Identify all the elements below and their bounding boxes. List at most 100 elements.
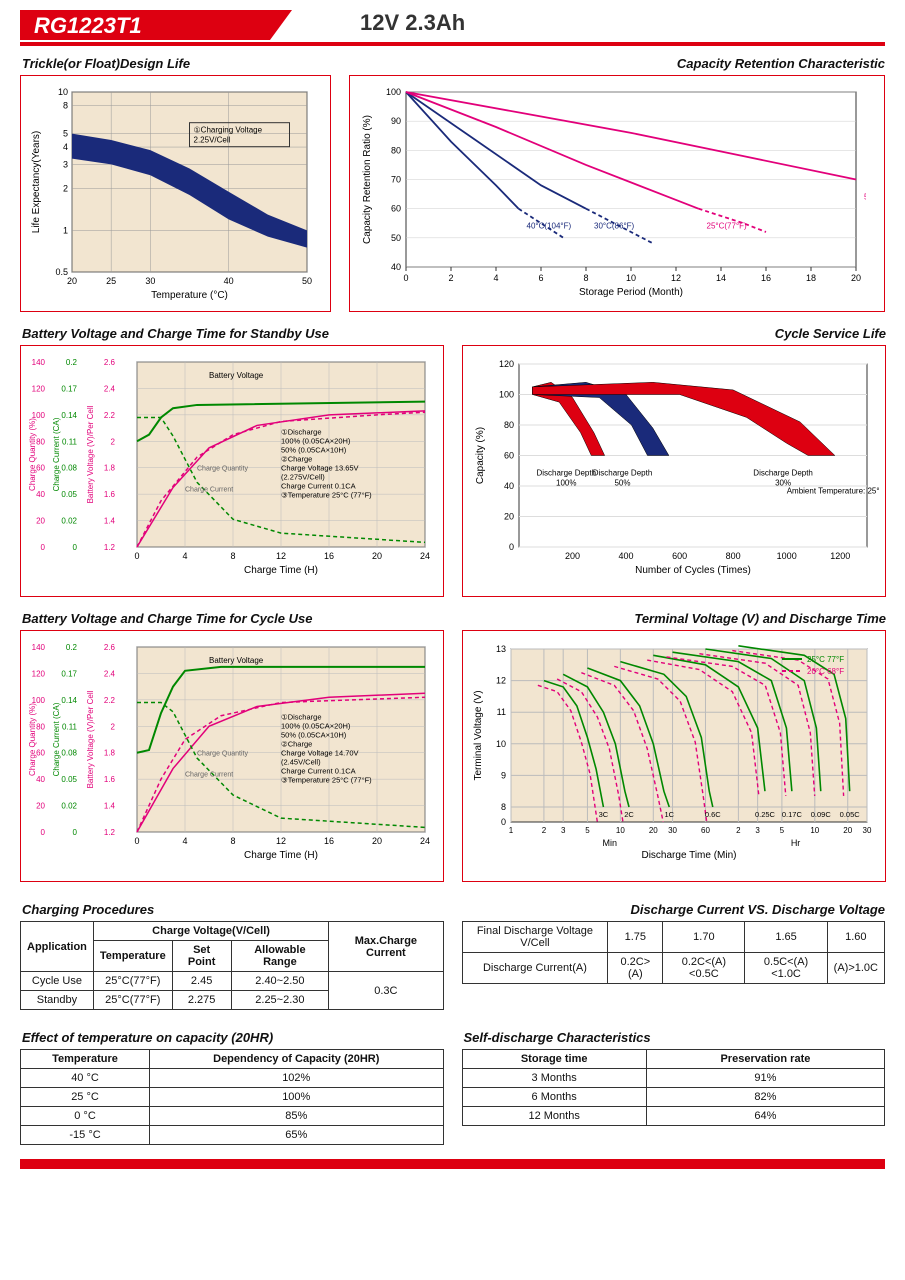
- svg-text:400: 400: [619, 551, 634, 561]
- svg-text:30: 30: [863, 826, 872, 835]
- svg-text:20: 20: [649, 826, 658, 835]
- svg-text:12: 12: [276, 836, 286, 846]
- svg-text:70: 70: [391, 175, 401, 185]
- svg-text:Charge Voltage 13.65V: Charge Voltage 13.65V: [281, 464, 359, 473]
- svg-text:30: 30: [668, 826, 677, 835]
- svg-text:1.8: 1.8: [104, 749, 116, 758]
- svg-text:50: 50: [391, 233, 401, 243]
- svg-text:25°C(77°F): 25°C(77°F): [707, 222, 748, 231]
- svg-text:Ambient Temperature: 25°C (77°: Ambient Temperature: 25°C (77°F): [787, 487, 879, 496]
- svg-text:Discharge Depth: Discharge Depth: [753, 469, 813, 478]
- svg-text:Battery Voltage: Battery Voltage: [209, 656, 264, 665]
- svg-text:0: 0: [134, 836, 139, 846]
- svg-text:140: 140: [32, 358, 46, 367]
- svg-text:1.6: 1.6: [104, 775, 116, 784]
- svg-text:8: 8: [230, 836, 235, 846]
- svg-text:1.2: 1.2: [104, 543, 116, 552]
- tempcap-title: Effect of temperature on capacity (20HR): [22, 1030, 444, 1045]
- svg-text:100% (0.05CA×20H): 100% (0.05CA×20H): [281, 437, 351, 446]
- svg-text:20°C 68°F: 20°C 68°F: [807, 667, 844, 676]
- header: RG1223T1 12V 2.3Ah: [20, 10, 885, 46]
- svg-text:50%: 50%: [614, 479, 630, 488]
- trickle-title: Trickle(or Float)Design Life: [22, 56, 331, 71]
- svg-text:0.25C: 0.25C: [755, 810, 776, 819]
- svg-text:0.05: 0.05: [61, 775, 77, 784]
- svg-text:10: 10: [616, 826, 625, 835]
- svg-text:0.2: 0.2: [66, 643, 78, 652]
- svg-text:0.2: 0.2: [66, 358, 78, 367]
- svg-text:Storage Period (Month): Storage Period (Month): [579, 287, 683, 298]
- svg-text:12: 12: [276, 551, 286, 561]
- svg-text:0.17: 0.17: [61, 384, 77, 393]
- self-title: Self-discharge Characteristics: [464, 1030, 886, 1045]
- svg-text:800: 800: [726, 551, 741, 561]
- svg-text:1200: 1200: [830, 551, 850, 561]
- svg-text:0.05C: 0.05C: [840, 810, 861, 819]
- svg-text:25: 25: [106, 276, 116, 286]
- svg-text:Discharge Time (Min): Discharge Time (Min): [641, 850, 736, 861]
- svg-text:0.11: 0.11: [62, 437, 78, 446]
- svg-text:Charge Current: Charge Current: [185, 487, 233, 494]
- svg-text:14: 14: [716, 273, 726, 283]
- svg-text:10: 10: [496, 739, 506, 749]
- svg-text:2.25V/Cell: 2.25V/Cell: [194, 136, 231, 145]
- svg-text:4: 4: [182, 551, 187, 561]
- svg-text:Charge Quantity: Charge Quantity: [197, 750, 248, 757]
- svg-text:13: 13: [496, 644, 506, 654]
- svg-text:0.05: 0.05: [61, 490, 77, 499]
- svg-text:3: 3: [755, 826, 760, 835]
- svg-text:0: 0: [73, 828, 78, 837]
- svg-text:20: 20: [843, 826, 852, 835]
- svg-text:Terminal Voltage (V): Terminal Voltage (V): [473, 690, 484, 780]
- svg-text:3: 3: [63, 159, 68, 169]
- svg-text:0.08: 0.08: [61, 749, 77, 758]
- trickle-chart: 0.5123458102025304050①Charging Voltage2.…: [27, 82, 317, 302]
- svg-text:80: 80: [36, 722, 45, 731]
- standby-chart: 04812162024001.2200.021.4400.051.6600.08…: [27, 352, 437, 587]
- svg-text:0.17C: 0.17C: [782, 810, 803, 819]
- svg-text:Charge Time (H): Charge Time (H): [244, 565, 318, 576]
- svg-text:5: 5: [63, 129, 68, 139]
- svg-text:25°C 77°F: 25°C 77°F: [807, 655, 844, 664]
- svg-text:0.6C: 0.6C: [705, 810, 721, 819]
- svg-text:3: 3: [561, 826, 566, 835]
- svg-text:20: 20: [372, 551, 382, 561]
- svg-text:40: 40: [36, 775, 45, 784]
- svg-text:16: 16: [324, 836, 334, 846]
- svg-text:1.4: 1.4: [104, 802, 116, 811]
- svg-text:Battery Voltage (V)/Per Cell: Battery Voltage (V)/Per Cell: [86, 405, 95, 503]
- svg-text:60: 60: [36, 749, 45, 758]
- svg-text:2.4: 2.4: [104, 669, 116, 678]
- svg-text:1C: 1C: [664, 810, 674, 819]
- svg-text:20: 20: [504, 512, 514, 522]
- svg-text:8: 8: [501, 802, 506, 812]
- self-table: Storage timePreservation rate3 Months91%…: [462, 1049, 886, 1126]
- svg-text:0: 0: [73, 543, 78, 552]
- svg-text:10: 10: [58, 87, 68, 97]
- dvd-title: Discharge Current VS. Discharge Voltage: [464, 902, 886, 917]
- svg-text:0: 0: [41, 543, 46, 552]
- tempcap-table: TemperatureDependency of Capacity (20HR)…: [20, 1049, 444, 1145]
- svg-text:2.2: 2.2: [104, 411, 116, 420]
- dvd-table: Final Discharge Voltage V/Cell1.751.701.…: [462, 921, 886, 984]
- svg-text:80: 80: [36, 437, 45, 446]
- svg-text:8: 8: [584, 273, 589, 283]
- svg-text:8: 8: [63, 100, 68, 110]
- svg-text:(2.45V/Cell): (2.45V/Cell): [281, 758, 321, 767]
- svg-text:50% (0.05CA×10H): 50% (0.05CA×10H): [281, 731, 347, 740]
- cyclecharge-chart: 04812162024001.2200.021.4400.051.6600.08…: [27, 637, 437, 872]
- svg-text:2: 2: [736, 826, 741, 835]
- svg-text:0: 0: [509, 542, 514, 552]
- cyclelife-title: Cycle Service Life: [464, 326, 886, 341]
- svg-text:80: 80: [391, 145, 401, 155]
- svg-text:5: 5: [585, 826, 590, 835]
- svg-text:Temperature (°C): Temperature (°C): [151, 290, 228, 301]
- svg-text:6: 6: [539, 273, 544, 283]
- svg-text:40: 40: [36, 490, 45, 499]
- svg-text:Charge Current (CA): Charge Current (CA): [52, 417, 61, 491]
- svg-text:140: 140: [32, 643, 46, 652]
- svg-text:2.6: 2.6: [104, 643, 116, 652]
- svg-text:100: 100: [386, 87, 401, 97]
- svg-text:Battery Voltage (V)/Per Cell: Battery Voltage (V)/Per Cell: [86, 690, 95, 788]
- svg-text:1.4: 1.4: [104, 517, 116, 526]
